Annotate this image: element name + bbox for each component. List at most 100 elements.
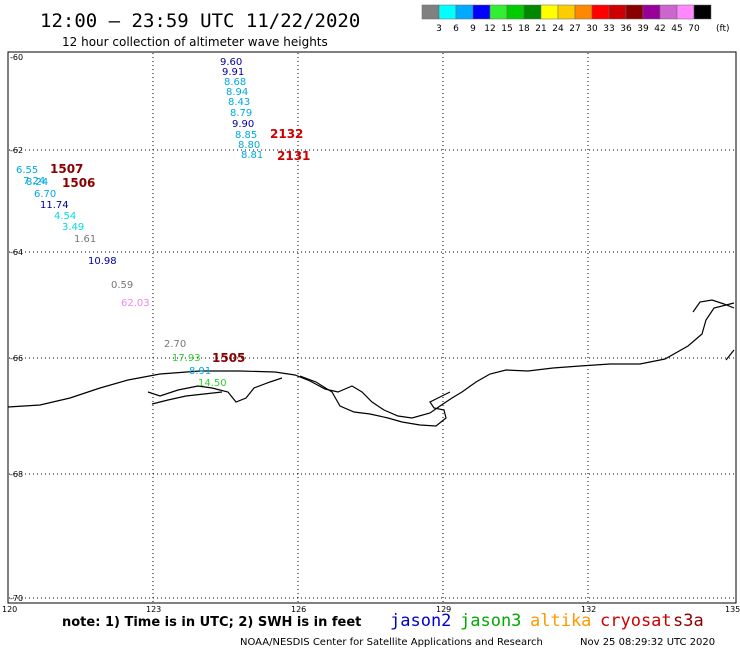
pass-time-labels: 2132 2131 1507 1506 1505 (50, 127, 310, 365)
satellite-label-cryosat: cryosat (600, 611, 672, 631)
legend-swatch (642, 4, 661, 20)
legend-tick-label: 45 (671, 24, 682, 34)
satellite-label-altika: altika (530, 611, 591, 631)
legend-swatch (591, 4, 610, 20)
longitude-labels: 120 123 126 129 132 135 (2, 605, 740, 614)
legend-swatch (659, 4, 678, 20)
pass-time-label: 1505 (212, 351, 245, 365)
legend-swatch (693, 4, 712, 20)
satellite-legend: jason2 jason3 altika cryosat s3a (390, 611, 704, 631)
wave-height-label: 17.93 (172, 353, 201, 364)
altimeter-observations: 9.60 9.91 8.68 8.94 8.43 8.79 9.90 8.85 … (16, 57, 263, 389)
wave-height-label: 10.98 (88, 256, 117, 267)
legend-tick-label: 21 (535, 24, 546, 34)
legend-swatch (506, 4, 525, 20)
legend-tick-label: 15 (501, 24, 512, 34)
map-title: 12:00 – 23:59 UTC 11/22/2020 (40, 10, 360, 32)
legend-tick-label: 3 (436, 24, 442, 34)
legend-tick-label: 27 (569, 24, 580, 34)
lon-label: 120 (2, 605, 17, 614)
lon-label: 132 (581, 605, 596, 614)
satellite-label-jason3: jason3 (460, 611, 521, 631)
legend-tick-label: 12 (484, 24, 495, 34)
footer-note: note: 1) Time is in UTC; 2) SWH is in fe… (62, 615, 361, 630)
legend-tick-label: 6 (453, 24, 459, 34)
pass-time-label: 1507 (50, 162, 83, 176)
coastline-main (7, 302, 735, 419)
legend-swatch (608, 4, 627, 20)
wave-height-label: 9.60 (220, 57, 242, 68)
satellite-label-jason2: jason2 (390, 611, 451, 631)
coastline-east-tip (725, 349, 735, 361)
map-subtitle: 12 hour collection of altimeter wave hei… (62, 35, 328, 49)
legend-tick-label: 36 (620, 24, 632, 34)
legend-swatch (625, 4, 644, 20)
legend-tick-label: 70 (688, 24, 700, 34)
wave-height-label: 6.70 (34, 189, 56, 200)
wave-height-label: 14.50 (198, 378, 227, 389)
wave-height-label: 9.90 (232, 119, 254, 130)
wave-height-label: 8.81 (241, 150, 263, 161)
legend-swatch (472, 4, 491, 20)
wave-height-label: 8.94 (226, 87, 248, 98)
legend-tick-label: 42 (654, 24, 665, 34)
wave-height-label: 8.24 (26, 177, 48, 188)
coastline-east (692, 299, 735, 313)
satellite-label-s3a: s3a (673, 611, 704, 631)
wave-height-label: 8.85 (235, 130, 257, 141)
legend-swatch (421, 4, 440, 20)
coastline (7, 299, 735, 427)
legend-tick-label: 33 (603, 24, 614, 34)
wave-height-label: 0.59 (111, 280, 133, 291)
lat-label: -66 (10, 354, 23, 363)
lat-label: -60 (10, 53, 23, 62)
wave-height-label: 11.74 (40, 200, 69, 211)
wave-height-label: 8.43 (228, 97, 250, 108)
pass-time-label: 2131 (277, 149, 310, 163)
wave-height-label: 6.55 (16, 165, 38, 176)
legend-tick-label: 18 (518, 24, 530, 34)
wave-height-label: 9.91 (222, 67, 244, 78)
lon-label: 123 (146, 605, 161, 614)
coastline-inner (299, 375, 451, 427)
legend-swatch (489, 4, 508, 20)
legend-swatch (574, 4, 593, 20)
latitude-labels: -60 -62 -64 -66 -68 -70 (10, 53, 23, 603)
wave-height-label: 4.54 (54, 211, 76, 222)
lon-label: 129 (436, 605, 451, 614)
coastline-inlet (147, 377, 283, 403)
lon-label: 126 (291, 605, 306, 614)
wave-height-label: 8.80 (238, 140, 260, 151)
legend-swatch (557, 4, 576, 20)
lat-label: -68 (10, 470, 23, 479)
lon-label: 135 (725, 605, 740, 614)
wave-height-label: 1.61 (74, 234, 96, 245)
legend-tick-label: 39 (637, 24, 649, 34)
pass-time-label: 2132 (270, 127, 303, 141)
legend-swatch (455, 4, 474, 20)
wave-height-label: 8.68 (224, 77, 246, 88)
generation-timestamp: Nov 25 08:29:32 UTC 2020 (580, 637, 715, 648)
wave-height-label: 3.49 (62, 222, 84, 233)
pass-time-label: 1506 (62, 176, 95, 190)
legend-tick-label: 30 (586, 24, 598, 34)
legend-swatch (438, 4, 457, 20)
legend-swatch (676, 4, 695, 20)
legend-swatch (540, 4, 559, 20)
lat-label: -62 (10, 146, 23, 155)
lat-label: -64 (10, 248, 23, 257)
wave-height-label: 8.91 (189, 366, 211, 377)
lat-label: -70 (10, 594, 23, 603)
legend-tick-label: 9 (470, 24, 476, 34)
wave-height-label: 2.70 (164, 339, 186, 350)
wave-height-color-legend: 3 6 9 12 15 18 21 24 27 30 33 36 39 42 45 70 (ft) (421, 4, 730, 34)
legend-swatch (523, 4, 542, 20)
credit-line: NOAA/NESDIS Center for Satellite Applica… (240, 637, 543, 648)
graticule (9, 53, 735, 602)
legend-tick-label: 24 (552, 24, 564, 34)
map-frame (7, 51, 737, 604)
legend-unit-label: (ft) (716, 24, 730, 34)
coastline-shelf (151, 391, 223, 405)
wave-height-label: 7.24 (23, 176, 45, 187)
